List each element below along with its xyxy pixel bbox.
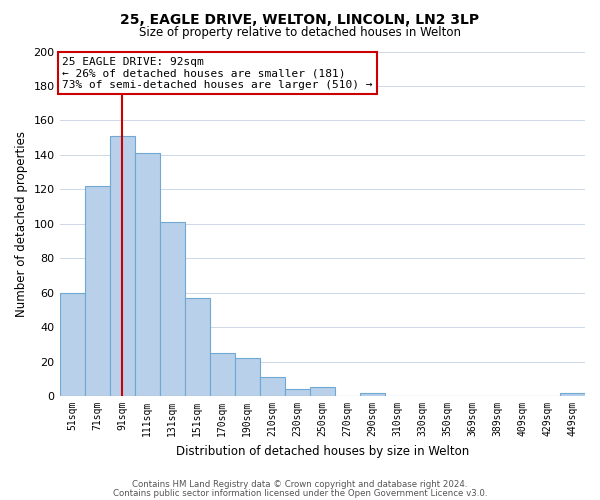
Text: Contains HM Land Registry data © Crown copyright and database right 2024.: Contains HM Land Registry data © Crown c…: [132, 480, 468, 489]
Bar: [85, 186, 110, 396]
Text: 25, EAGLE DRIVE, WELTON, LINCOLN, LN2 3LP: 25, EAGLE DRIVE, WELTON, LINCOLN, LN2 3L…: [121, 12, 479, 26]
Bar: [110, 136, 134, 396]
Bar: [59, 292, 85, 396]
Text: 25 EAGLE DRIVE: 92sqm
← 26% of detached houses are smaller (181)
73% of semi-det: 25 EAGLE DRIVE: 92sqm ← 26% of detached …: [62, 56, 373, 90]
Bar: [360, 392, 385, 396]
Bar: [560, 392, 585, 396]
Bar: [209, 353, 235, 396]
Bar: [185, 298, 209, 396]
Bar: [285, 389, 310, 396]
Y-axis label: Number of detached properties: Number of detached properties: [15, 131, 28, 317]
Bar: [134, 153, 160, 396]
Bar: [310, 388, 335, 396]
X-axis label: Distribution of detached houses by size in Welton: Distribution of detached houses by size …: [176, 444, 469, 458]
Bar: [160, 222, 185, 396]
Bar: [260, 377, 285, 396]
Text: Size of property relative to detached houses in Welton: Size of property relative to detached ho…: [139, 26, 461, 39]
Bar: [235, 358, 260, 396]
Text: Contains public sector information licensed under the Open Government Licence v3: Contains public sector information licen…: [113, 490, 487, 498]
